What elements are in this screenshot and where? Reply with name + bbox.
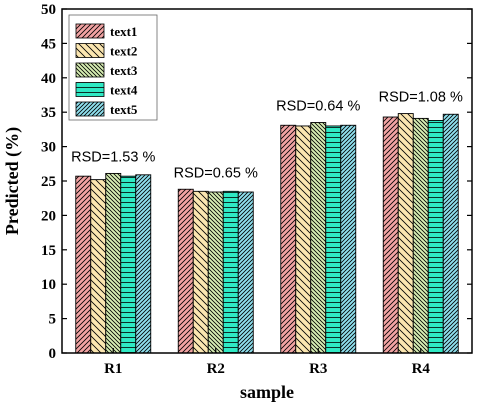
legend-label-text3: text3 <box>110 63 138 78</box>
x-axis-title: sample <box>240 382 294 402</box>
x-axis-ticks: R1 R2 R3 R4 <box>104 348 430 377</box>
y-tick-label: 25 <box>41 174 56 190</box>
bars <box>75 113 459 354</box>
bar-text4-R1 <box>120 175 137 354</box>
x-tick-label: R3 <box>309 361 327 377</box>
legend-label-text1: text1 <box>110 24 137 39</box>
legend-swatch-text2 <box>75 43 105 58</box>
bar-text5-R2 <box>237 191 254 354</box>
bar-text2-R4 <box>397 113 414 354</box>
y-tick-label: 50 <box>41 2 56 18</box>
y-tick-label: 45 <box>41 36 56 52</box>
bar-text3-R1 <box>105 172 122 354</box>
bar-text2-R3 <box>295 125 312 354</box>
bar-text2-R2 <box>192 190 209 354</box>
x-tick-label: R1 <box>104 361 122 377</box>
bar-text5-R4 <box>442 113 459 354</box>
rsd-annotation: RSD=1.53 % <box>71 149 155 165</box>
legend-label-text4: text4 <box>110 83 138 98</box>
legend-swatch-text4 <box>75 82 105 97</box>
x-tick-label: R2 <box>207 361 225 377</box>
y-tick-label: 35 <box>41 105 56 121</box>
bar-text1-R2 <box>177 188 194 354</box>
rsd-annotation: RSD=1.08 % <box>379 90 463 106</box>
bar-text4-R2 <box>222 190 239 354</box>
y-tick-label: 10 <box>41 277 56 293</box>
legend: text1 text2 text3 text4 text5 <box>68 14 158 121</box>
y-tick-label: 40 <box>41 71 56 87</box>
bar-text4-R4 <box>427 120 444 354</box>
bar-text2-R1 <box>90 179 107 354</box>
bar-text3-R2 <box>207 191 224 354</box>
x-tick-label: R4 <box>412 361 431 377</box>
bar-text3-R4 <box>412 117 429 354</box>
bar-text3-R3 <box>310 122 327 354</box>
bar-text1-R4 <box>382 116 399 354</box>
legend-label-text5: text5 <box>110 102 138 117</box>
bar-text1-R3 <box>280 124 297 354</box>
plot-frame <box>61 8 473 354</box>
legend-swatch-text1 <box>75 23 105 39</box>
y-tick-label: 0 <box>49 346 57 362</box>
y-tick-label: 30 <box>41 140 56 156</box>
y-tick-label: 5 <box>49 312 57 328</box>
y-tick-label: 20 <box>41 208 56 224</box>
rsd-annotations: RSD=1.53 % RSD=0.65 % RSD=0.64 % RSD=1.08 % <box>71 90 463 182</box>
y-axis-ticks: 0 5 10 15 20 25 30 35 40 45 50 <box>41 2 472 362</box>
legend-label-text2: text2 <box>110 44 137 59</box>
y-tick-label: 15 <box>41 243 56 259</box>
bar-text1-R1 <box>75 175 92 354</box>
legend-swatch-text3 <box>75 62 105 78</box>
y-axis-title: Predicted (%) <box>2 127 23 235</box>
bar-text4-R3 <box>325 125 342 354</box>
legend-swatch-text5 <box>75 101 105 117</box>
bar-text5-R1 <box>135 174 152 354</box>
rsd-annotation: RSD=0.64 % <box>276 99 360 115</box>
rsd-annotation: RSD=0.65 % <box>174 165 258 181</box>
bar-text5-R3 <box>340 124 357 354</box>
